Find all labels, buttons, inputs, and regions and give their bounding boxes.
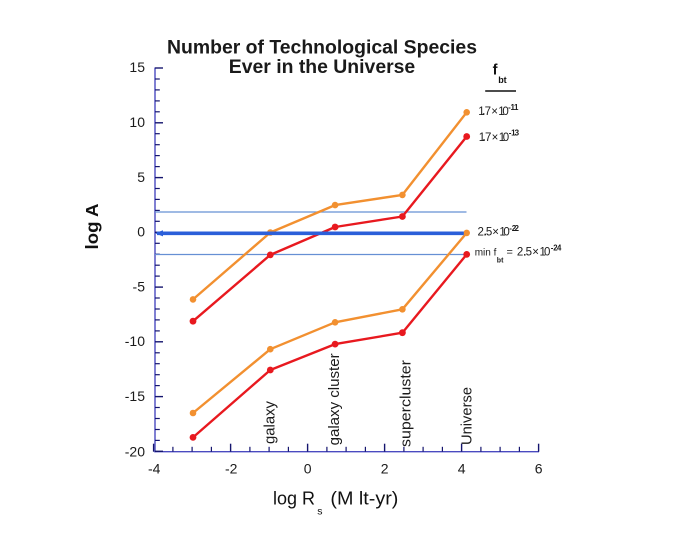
svg-text:1.7×10: 1.7×10 bbox=[478, 106, 509, 118]
svg-text:log R: log R bbox=[273, 488, 315, 508]
svg-text:-13: -13 bbox=[509, 128, 520, 137]
svg-text:-4: -4 bbox=[148, 461, 161, 477]
svg-text:-22: -22 bbox=[509, 224, 519, 233]
svg-text:-2: -2 bbox=[225, 461, 238, 477]
svg-text:bt: bt bbox=[498, 75, 507, 85]
svg-text:galaxy cluster: galaxy cluster bbox=[327, 353, 343, 445]
svg-text:5: 5 bbox=[137, 169, 145, 185]
svg-text:galaxy: galaxy bbox=[262, 400, 278, 444]
svg-text:f: f bbox=[493, 63, 498, 79]
svg-text:2.5×10: 2.5×10 bbox=[478, 226, 510, 238]
svg-text:min f: min f bbox=[475, 248, 497, 259]
svg-text:4: 4 bbox=[458, 461, 466, 477]
svg-text:bt: bt bbox=[497, 257, 504, 264]
svg-text:=: = bbox=[507, 247, 513, 259]
svg-text:s: s bbox=[317, 506, 322, 518]
svg-text:6: 6 bbox=[535, 461, 543, 477]
svg-text:-15: -15 bbox=[125, 388, 145, 404]
svg-text:-24: -24 bbox=[551, 243, 562, 252]
svg-text:0: 0 bbox=[304, 461, 312, 477]
svg-text:Universe: Universe bbox=[459, 387, 475, 445]
svg-text:1.7×10: 1.7×10 bbox=[479, 132, 510, 144]
svg-text:Number of Technological Specie: Number of Technological Species bbox=[167, 36, 477, 58]
svg-text:(M lt-yr): (M lt-yr) bbox=[330, 488, 398, 508]
svg-text:-10: -10 bbox=[125, 333, 145, 349]
svg-text:10: 10 bbox=[129, 114, 145, 130]
svg-text:Ever in the Universe: Ever in the Universe bbox=[229, 56, 416, 78]
svg-text:2: 2 bbox=[381, 461, 389, 477]
svg-text:0: 0 bbox=[137, 224, 145, 240]
svg-text:log A: log A bbox=[82, 203, 102, 249]
svg-text:15: 15 bbox=[129, 59, 145, 75]
svg-text:-20: -20 bbox=[125, 443, 145, 459]
svg-text:-11: -11 bbox=[508, 103, 519, 112]
svg-text:-5: -5 bbox=[133, 278, 146, 294]
svg-text:2.5×10: 2.5×10 bbox=[517, 247, 551, 259]
svg-text:supercluster: supercluster bbox=[399, 360, 415, 447]
